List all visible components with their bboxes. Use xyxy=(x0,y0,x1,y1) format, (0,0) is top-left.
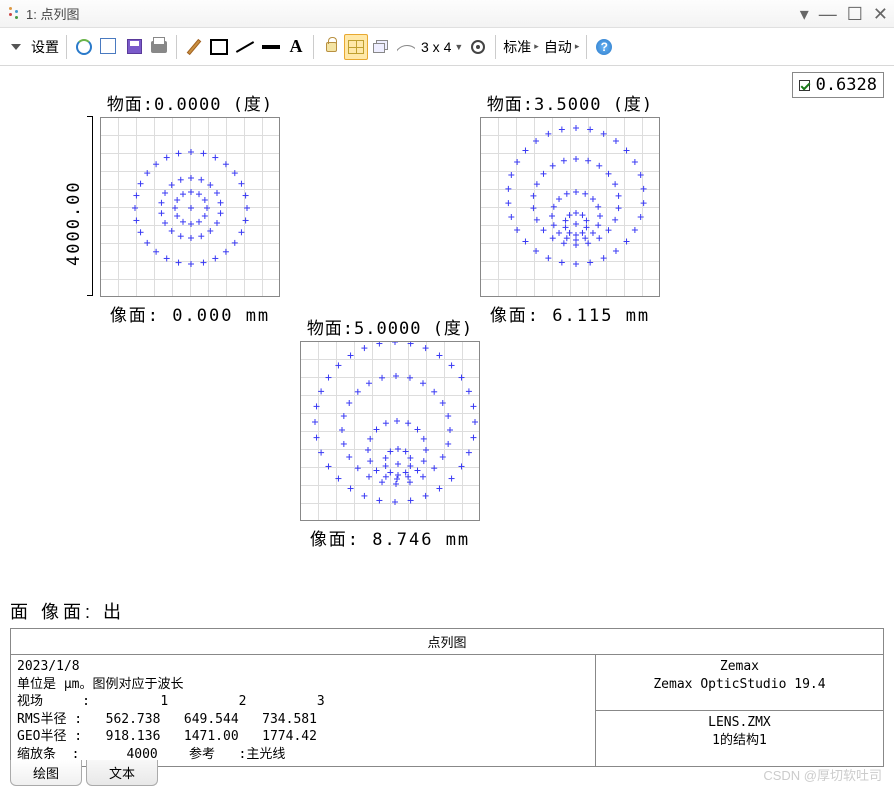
panel-top-label: 物面:5.0000 (度) xyxy=(300,314,480,339)
toolbar: 设置 A 3 x 4▼ 标准▸ 自动▸ ? xyxy=(0,28,894,66)
line-tool[interactable] xyxy=(232,34,258,60)
spot-grid xyxy=(100,117,280,297)
tab-plot[interactable]: 绘图 xyxy=(10,760,82,786)
tab-text[interactable]: 文本 xyxy=(86,760,158,786)
title-bar: 1: 点列图 ▾ — ☐ ✕ xyxy=(0,0,894,28)
refresh-button[interactable] xyxy=(72,34,96,60)
panel-top-label: 物面:3.5000 (度) xyxy=(480,90,660,115)
summary-title: 点列图 xyxy=(11,629,884,655)
fit-button[interactable] xyxy=(344,34,368,60)
mode-auto[interactable]: 自动▸ xyxy=(542,37,582,57)
spot-grid xyxy=(480,117,660,297)
bottom-tabs: 绘图 文本 xyxy=(10,760,162,786)
spot-panel: 物面:3.5000 (度) 像面: 6.115 mm xyxy=(480,90,660,326)
separator xyxy=(313,35,314,59)
separator xyxy=(495,35,496,59)
legend-checkbox[interactable] xyxy=(799,80,810,91)
minimize-button[interactable]: — xyxy=(819,5,837,23)
panel-bottom-label: 像面: 6.115 mm xyxy=(480,301,660,326)
panel-top-label: 物面:0.0000 (度) xyxy=(100,90,280,115)
dropdown-icon[interactable]: ▾ xyxy=(800,5,809,23)
print-button[interactable] xyxy=(147,34,171,60)
summary-right2: LENS.ZMX 1的结构1 xyxy=(602,714,877,749)
lineweight-tool[interactable] xyxy=(259,34,283,60)
mode2-text: 自动 xyxy=(544,37,572,57)
copy-button[interactable] xyxy=(97,34,121,60)
expand-button[interactable] xyxy=(4,34,28,60)
panel-bottom-label: 像面: 0.000 mm xyxy=(100,301,280,326)
help-button[interactable]: ? xyxy=(592,34,616,60)
grid-value: 3 x 4 xyxy=(421,39,451,55)
y-axis-label: 4000.00 xyxy=(64,180,84,266)
spot-panel: 物面:0.0000 (度) 像面: 0.000 mm xyxy=(100,90,280,326)
spot-grid xyxy=(300,341,480,521)
app-icon xyxy=(6,7,20,21)
mode-standard[interactable]: 标准▸ xyxy=(501,37,541,57)
surface-label: 面 像面: 出 xyxy=(0,594,894,628)
separator xyxy=(586,35,587,59)
spot-panel: 物面:5.0000 (度) 像面: 8.746 mm xyxy=(300,314,480,550)
text-tool[interactable]: A xyxy=(284,34,308,60)
spot-svg xyxy=(481,118,661,298)
plot-canvas: 0.6328 4000.00 物面:0.0000 (度) 像面: 0.000 mm… xyxy=(0,66,894,594)
target-button[interactable] xyxy=(466,34,490,60)
legend-wavelength: 0.6328 xyxy=(816,75,877,95)
rectangle-tool[interactable] xyxy=(207,34,231,60)
summary-table: 点列图 2023/1/8 单位是 µm。图例对应于波长 视场 : 1 2 3 R… xyxy=(10,628,884,767)
y-axis xyxy=(92,116,93,296)
lock-button[interactable] xyxy=(319,34,343,60)
windows-button[interactable] xyxy=(369,34,393,60)
legend: 0.6328 xyxy=(792,72,884,98)
settings-label[interactable]: 设置 xyxy=(29,37,61,57)
panel-bottom-label: 像面: 8.746 mm xyxy=(300,525,480,550)
window-title: 1: 点列图 xyxy=(26,4,800,23)
watermark: CSDN @厚切软吐司 xyxy=(763,765,882,784)
spot-svg xyxy=(301,342,481,522)
mode1-text: 标准 xyxy=(503,37,531,57)
separator xyxy=(66,35,67,59)
grid-label[interactable]: 3 x 4▼ xyxy=(419,39,465,55)
save-button[interactable] xyxy=(122,34,146,60)
pencil-tool[interactable] xyxy=(182,34,206,60)
window-controls: ▾ — ☐ ✕ xyxy=(800,5,888,23)
summary-left: 2023/1/8 单位是 µm。图例对应于波长 视场 : 1 2 3 RMS半径… xyxy=(17,658,589,763)
separator xyxy=(176,35,177,59)
maximize-button[interactable]: ☐ xyxy=(847,5,863,23)
aberration-button[interactable] xyxy=(394,34,418,60)
spot-svg xyxy=(101,118,281,298)
summary-right1: Zemax Zemax OpticStudio 19.4 xyxy=(602,658,877,693)
close-button[interactable]: ✕ xyxy=(873,5,888,23)
